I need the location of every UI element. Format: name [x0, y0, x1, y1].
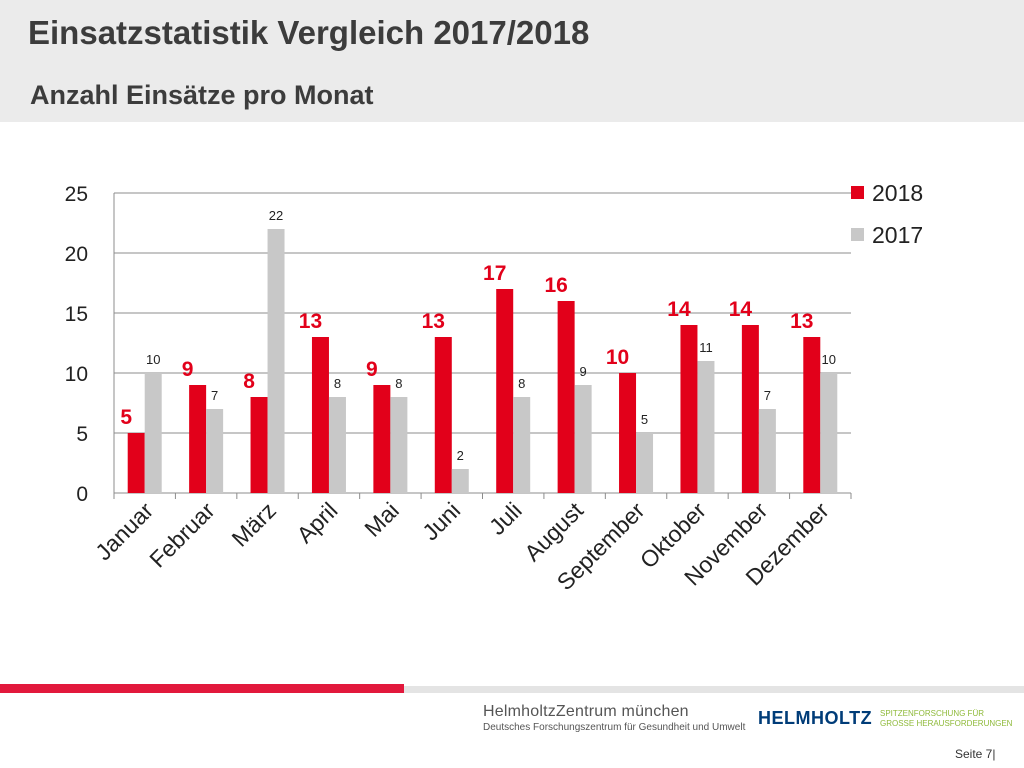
- data-label-2017: 10: [146, 352, 160, 367]
- bar-2018: [803, 337, 821, 493]
- bar-2018: [127, 433, 145, 493]
- data-label-2018: 9: [366, 358, 378, 381]
- hmgu-subtitle: Deutsches Forschungszentrum für Gesundhe…: [483, 722, 746, 733]
- tagline-line-2: GROSSE HERAUSFORDERUNGEN: [880, 719, 1013, 728]
- bar-2018: [434, 337, 452, 493]
- bar-2018: [373, 385, 391, 493]
- bar-2018: [680, 325, 698, 493]
- helmholtz-logo: HELMHOLTZ: [758, 708, 873, 728]
- data-label-2018: 13: [790, 310, 813, 333]
- helmholtz-tagline: SPITZENFORSCHUNG FÜR GROSSE HERAUSFORDER…: [880, 709, 1012, 729]
- data-label-2018: 17: [483, 262, 506, 285]
- legend-label: 2017: [872, 222, 923, 248]
- bar-2017: [328, 397, 346, 493]
- bar-2017: [574, 385, 592, 493]
- bar-2018: [741, 325, 759, 493]
- bar-2018: [496, 289, 514, 493]
- data-label-2018: 10: [606, 346, 629, 369]
- bar-2017: [697, 361, 715, 493]
- bar-2018: [619, 373, 637, 493]
- y-tick-label: 0: [76, 483, 88, 506]
- data-label-2017: 2: [457, 448, 464, 463]
- data-label-2017: 22: [269, 208, 283, 223]
- x-category-label: April: [292, 497, 343, 548]
- hmgu-logo: HelmholtzZentrum münchen Deutsches Forsc…: [483, 703, 745, 733]
- page-subtitle: Anzahl Einsätze pro Monat: [30, 80, 374, 110]
- tagline-line-1: SPITZENFORSCHUNG FÜR: [880, 709, 984, 718]
- data-label-2018: 13: [299, 310, 322, 333]
- bar-2018: [557, 301, 575, 493]
- y-tick-label: 15: [65, 303, 88, 326]
- y-tick-label: 20: [65, 243, 88, 266]
- legend-label: 2018: [872, 180, 923, 206]
- data-label-2018: 5: [120, 406, 132, 429]
- bar-2017: [758, 409, 776, 493]
- data-label-2017: 8: [334, 376, 341, 391]
- legend-swatch: [851, 186, 864, 199]
- data-label-2017: 5: [641, 412, 648, 427]
- x-category-label: Februar: [144, 497, 220, 573]
- bar-2017: [144, 373, 162, 493]
- data-label-2017: 8: [395, 376, 402, 391]
- header-band: Einsatzstatistik Vergleich 2017/2018 Anz…: [0, 0, 1024, 122]
- y-tick-label: 10: [65, 363, 88, 386]
- data-label-2018: 16: [544, 274, 567, 297]
- bar-2017: [451, 469, 469, 493]
- x-category-label: Juni: [417, 497, 465, 545]
- x-category-label: Juli: [484, 497, 527, 540]
- data-label-2018: 14: [667, 298, 691, 321]
- data-label-2017: 10: [822, 352, 836, 367]
- bar-2017: [820, 373, 838, 493]
- data-label-2017: 8: [518, 376, 525, 391]
- data-label-2018: 14: [729, 298, 753, 321]
- bar-chart: 0510152025510Januar97Februar822März138Ap…: [65, 180, 924, 595]
- bar-2018: [311, 337, 329, 493]
- hmgu-name: HelmholtzZentrum münchen: [483, 703, 689, 720]
- bar-2017: [636, 433, 654, 493]
- data-label-2018: 9: [182, 358, 194, 381]
- footer-grey-bar: [404, 686, 1024, 693]
- x-category-label: März: [227, 497, 282, 552]
- data-label-2017: 7: [764, 388, 771, 403]
- page-number: Seite 7|: [955, 747, 996, 761]
- page-title: Einsatzstatistik Vergleich 2017/2018: [28, 14, 590, 51]
- data-label-2018: 8: [243, 370, 255, 393]
- x-category-label: Mai: [359, 497, 404, 542]
- bar-2017: [206, 409, 224, 493]
- data-label-2017: 9: [580, 364, 587, 379]
- bar-2017: [513, 397, 531, 493]
- bar-2018: [189, 385, 207, 493]
- y-tick-label: 5: [76, 423, 88, 446]
- bar-2018: [250, 397, 268, 493]
- bar-2017: [267, 229, 285, 493]
- data-label-2017: 7: [211, 388, 218, 403]
- bar-2017: [390, 397, 408, 493]
- data-label-2018: 13: [422, 310, 445, 333]
- data-label-2017: 11: [699, 340, 713, 355]
- y-tick-label: 25: [65, 183, 88, 206]
- footer-accent-bar: [0, 684, 404, 693]
- legend-swatch: [851, 228, 864, 241]
